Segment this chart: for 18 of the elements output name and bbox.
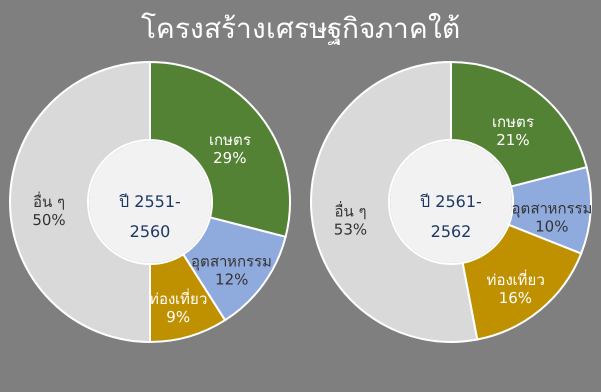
data-label: 10% bbox=[534, 217, 568, 236]
slice-label: เกษตร bbox=[492, 113, 534, 132]
data-label: 21% bbox=[496, 131, 530, 150]
data-label: 16% bbox=[498, 288, 532, 307]
slice-label: เกษตร bbox=[209, 131, 252, 150]
data-label: 53% bbox=[334, 220, 367, 239]
text: ปี 2551-2560 bbox=[119, 192, 182, 241]
data-label: 9% bbox=[166, 308, 190, 326]
slice-label: อุตสาหกรรม bbox=[191, 252, 272, 272]
data-label: 12% bbox=[215, 270, 249, 288]
data-label: 29% bbox=[213, 149, 247, 168]
slice-label: ท่องเที่ยว bbox=[486, 268, 544, 289]
slice-label: อื่น ๆ bbox=[334, 200, 366, 221]
text: ปี 2561-2562 bbox=[420, 192, 482, 241]
slice-label: ท่องเที่ยว bbox=[149, 288, 208, 308]
data-label: 50% bbox=[32, 211, 66, 229]
slice-label: อื่น ๆ bbox=[33, 191, 66, 211]
chart-title: โครงสร้างเศรษฐกิจภาคใต้ bbox=[140, 11, 461, 47]
